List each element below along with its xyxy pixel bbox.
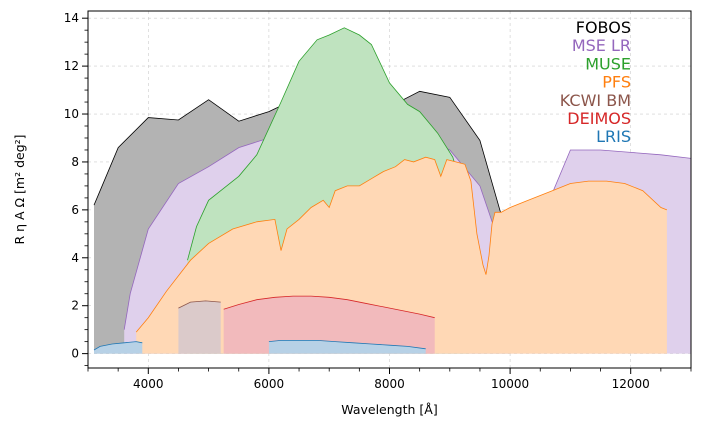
y-tick-label: 10: [64, 107, 79, 121]
y-tick-label: 8: [71, 155, 79, 169]
x-axis-label: Wavelength [Å]: [341, 402, 437, 417]
legend-entry-kcwi-bm: KCWI BM: [560, 91, 631, 110]
y-tick-label: 14: [64, 11, 79, 25]
legend-entry-mse-lr: MSE LR: [572, 36, 631, 55]
y-tick-label: 0: [71, 347, 79, 361]
legend-entry-deimos: DEIMOS: [567, 109, 631, 128]
series-area-lris-1: [268, 340, 426, 354]
x-tick-label: 4000: [133, 377, 164, 391]
y-tick-label: 6: [71, 203, 79, 217]
series-line-pfs: [135, 156, 668, 333]
legend-entry-lris: LRIS: [596, 127, 631, 146]
y-tick-label: 4: [71, 251, 79, 265]
legend-entry-pfs: PFS: [602, 73, 631, 92]
series-line-muse: [187, 27, 469, 261]
x-tick-label: 6000: [254, 377, 285, 391]
series-line-lris-0: [93, 341, 143, 351]
series-line-kcwi-bm: [178, 300, 221, 309]
x-tick-label: 8000: [374, 377, 405, 391]
series-area-kcwi-bm: [178, 300, 221, 354]
series-layer: [93, 27, 692, 354]
legend-entry-fobos: FOBOS: [576, 18, 631, 37]
y-axis-label: R η A Ω [m² deg²]: [12, 134, 27, 244]
x-tick-label: 12000: [612, 377, 650, 391]
axis-ticks: 4000 6000 8000 10000 12000 0 2 4 6 8 10 12 14: [64, 11, 692, 391]
y-tick-label: 12: [64, 59, 79, 73]
series-line-deimos: [223, 295, 435, 319]
x-tick-label: 10000: [491, 377, 529, 391]
series-area-lris-0: [94, 341, 143, 354]
legend-entry-muse: MUSE: [585, 54, 631, 73]
y-tick-label: 2: [71, 299, 79, 313]
series-line-lris-1: [268, 340, 426, 350]
series-area-deimos: [223, 296, 435, 354]
